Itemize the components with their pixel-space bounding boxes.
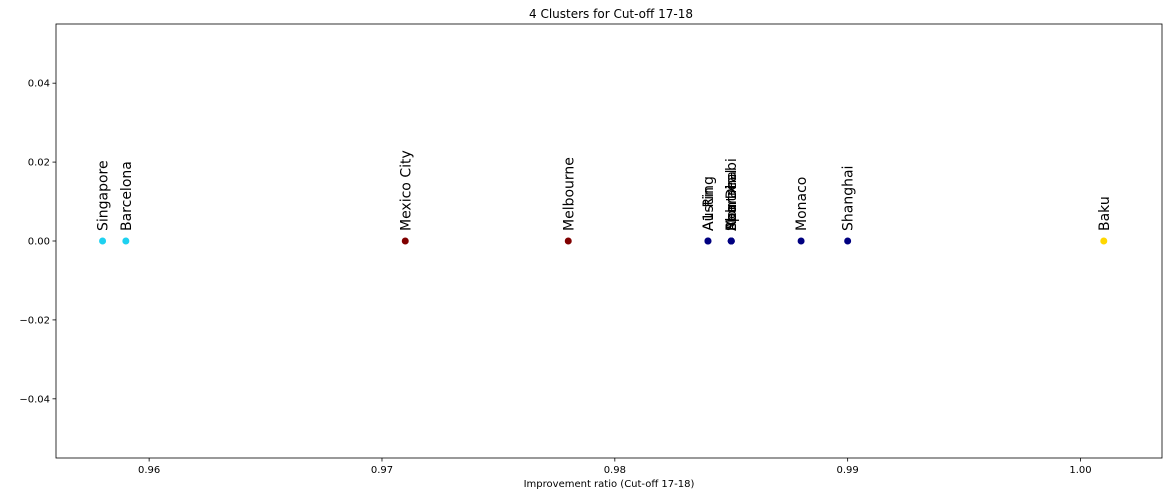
- data-point: [704, 237, 712, 245]
- y-tick-label: 0.04: [28, 79, 50, 90]
- x-tick-label: 0.96: [138, 465, 160, 476]
- point-label: Singapore: [96, 160, 112, 231]
- point-label: Monaco: [794, 177, 810, 231]
- data-point: [564, 237, 572, 245]
- data-point: [99, 237, 107, 245]
- y-tick-label: −0.04: [19, 394, 50, 405]
- y-tick-label: 0.02: [28, 158, 50, 169]
- point-label: Bahrain: [724, 177, 740, 231]
- data-point: [727, 237, 735, 245]
- data-point: [797, 237, 805, 245]
- point-label: Baku: [1097, 196, 1113, 231]
- x-axis-label: Improvement ratio (Cut-off 17-18): [524, 479, 695, 490]
- y-tick-label: −0.02: [19, 315, 50, 326]
- x-tick-label: 0.97: [371, 465, 393, 476]
- point-label: Spa: [724, 205, 740, 231]
- data-point: [844, 237, 852, 245]
- x-tick-label: 0.98: [604, 465, 626, 476]
- point-label: Barcelona: [119, 161, 135, 231]
- point-label: A1-Ring: [701, 176, 717, 231]
- plot-area: 0.96 0.97 0.98 0.99 1.00 0.04 0.02 0.00 −0.02 −0.…: [19, 23, 1163, 476]
- data-point: [401, 237, 409, 245]
- point-label: Melbourne: [561, 157, 577, 231]
- point-label: Abu Dhabi: [724, 158, 740, 231]
- y-tick-label: 0.00: [28, 237, 50, 248]
- chart-title: 4 Clusters for Cut-off 17-18: [529, 7, 693, 21]
- data-point: [122, 237, 130, 245]
- x-tick-label: 1.00: [1069, 465, 1091, 476]
- point-label: Shanghai: [841, 166, 857, 231]
- data-point: [1100, 237, 1108, 245]
- point-label: Montreal: [724, 169, 740, 231]
- point-label: Mexico City: [398, 150, 414, 231]
- point-label: Austin: [701, 187, 717, 231]
- x-tick-label: 0.99: [837, 465, 859, 476]
- plot-frame: [55, 23, 1163, 459]
